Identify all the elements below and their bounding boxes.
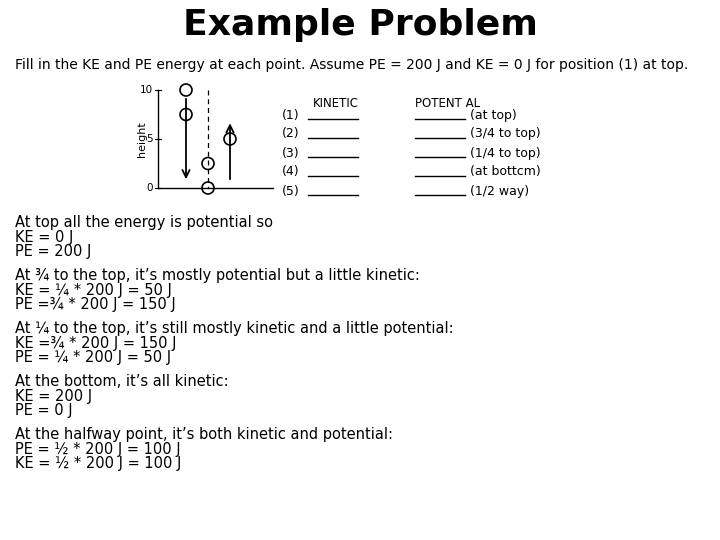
Text: Example Problem: Example Problem	[183, 8, 537, 42]
Text: At ¾ to the top, it’s mostly potential but a little kinetic:: At ¾ to the top, it’s mostly potential b…	[15, 268, 420, 283]
Text: KE =¾ * 200 J = 150 J: KE =¾ * 200 J = 150 J	[15, 336, 176, 351]
Text: PE =¾ * 200 J = 150 J: PE =¾ * 200 J = 150 J	[15, 297, 176, 312]
Text: (1): (1)	[282, 109, 300, 122]
Text: At ¼ to the top, it’s still mostly kinetic and a little potential:: At ¼ to the top, it’s still mostly kinet…	[15, 321, 454, 336]
Text: KE = 200 J: KE = 200 J	[15, 389, 92, 404]
Text: (3/4 to top): (3/4 to top)	[470, 127, 541, 140]
Text: KE = ¼ * 200 J = 50 J: KE = ¼ * 200 J = 50 J	[15, 283, 172, 298]
Text: At the bottom, it’s all kinetic:: At the bottom, it’s all kinetic:	[15, 374, 229, 389]
Text: height: height	[137, 121, 147, 157]
Text: (5): (5)	[282, 185, 300, 198]
Text: 5: 5	[146, 134, 153, 144]
Text: (1/2 way): (1/2 way)	[470, 185, 529, 198]
Text: (1/4 to top): (1/4 to top)	[470, 146, 541, 159]
Text: At the halfway point, it’s both kinetic and potential:: At the halfway point, it’s both kinetic …	[15, 427, 393, 442]
Text: (4): (4)	[282, 165, 300, 179]
Text: Fill in the KE and PE energy at each point. Assume PE = 200 J and KE = 0 J for p: Fill in the KE and PE energy at each poi…	[15, 58, 688, 72]
Text: (3): (3)	[282, 146, 300, 159]
Text: (at bottcm): (at bottcm)	[470, 165, 541, 179]
Text: (2): (2)	[282, 127, 300, 140]
Text: (at top): (at top)	[470, 109, 517, 122]
Text: 0: 0	[146, 183, 153, 193]
Text: PE = ¼ * 200 J = 50 J: PE = ¼ * 200 J = 50 J	[15, 350, 171, 365]
Text: PE = 0 J: PE = 0 J	[15, 403, 73, 418]
Text: At top all the energy is potential so: At top all the energy is potential so	[15, 215, 273, 230]
Text: PE = ½ * 200 J = 100 J: PE = ½ * 200 J = 100 J	[15, 442, 181, 457]
Text: POTENT AL: POTENT AL	[415, 97, 480, 110]
Text: KINETIC: KINETIC	[313, 97, 359, 110]
Text: KE = ½ * 200 J = 100 J: KE = ½ * 200 J = 100 J	[15, 456, 181, 471]
Text: KE = 0 J: KE = 0 J	[15, 230, 73, 245]
Text: 10: 10	[140, 85, 153, 95]
Text: PE = 200 J: PE = 200 J	[15, 244, 91, 259]
